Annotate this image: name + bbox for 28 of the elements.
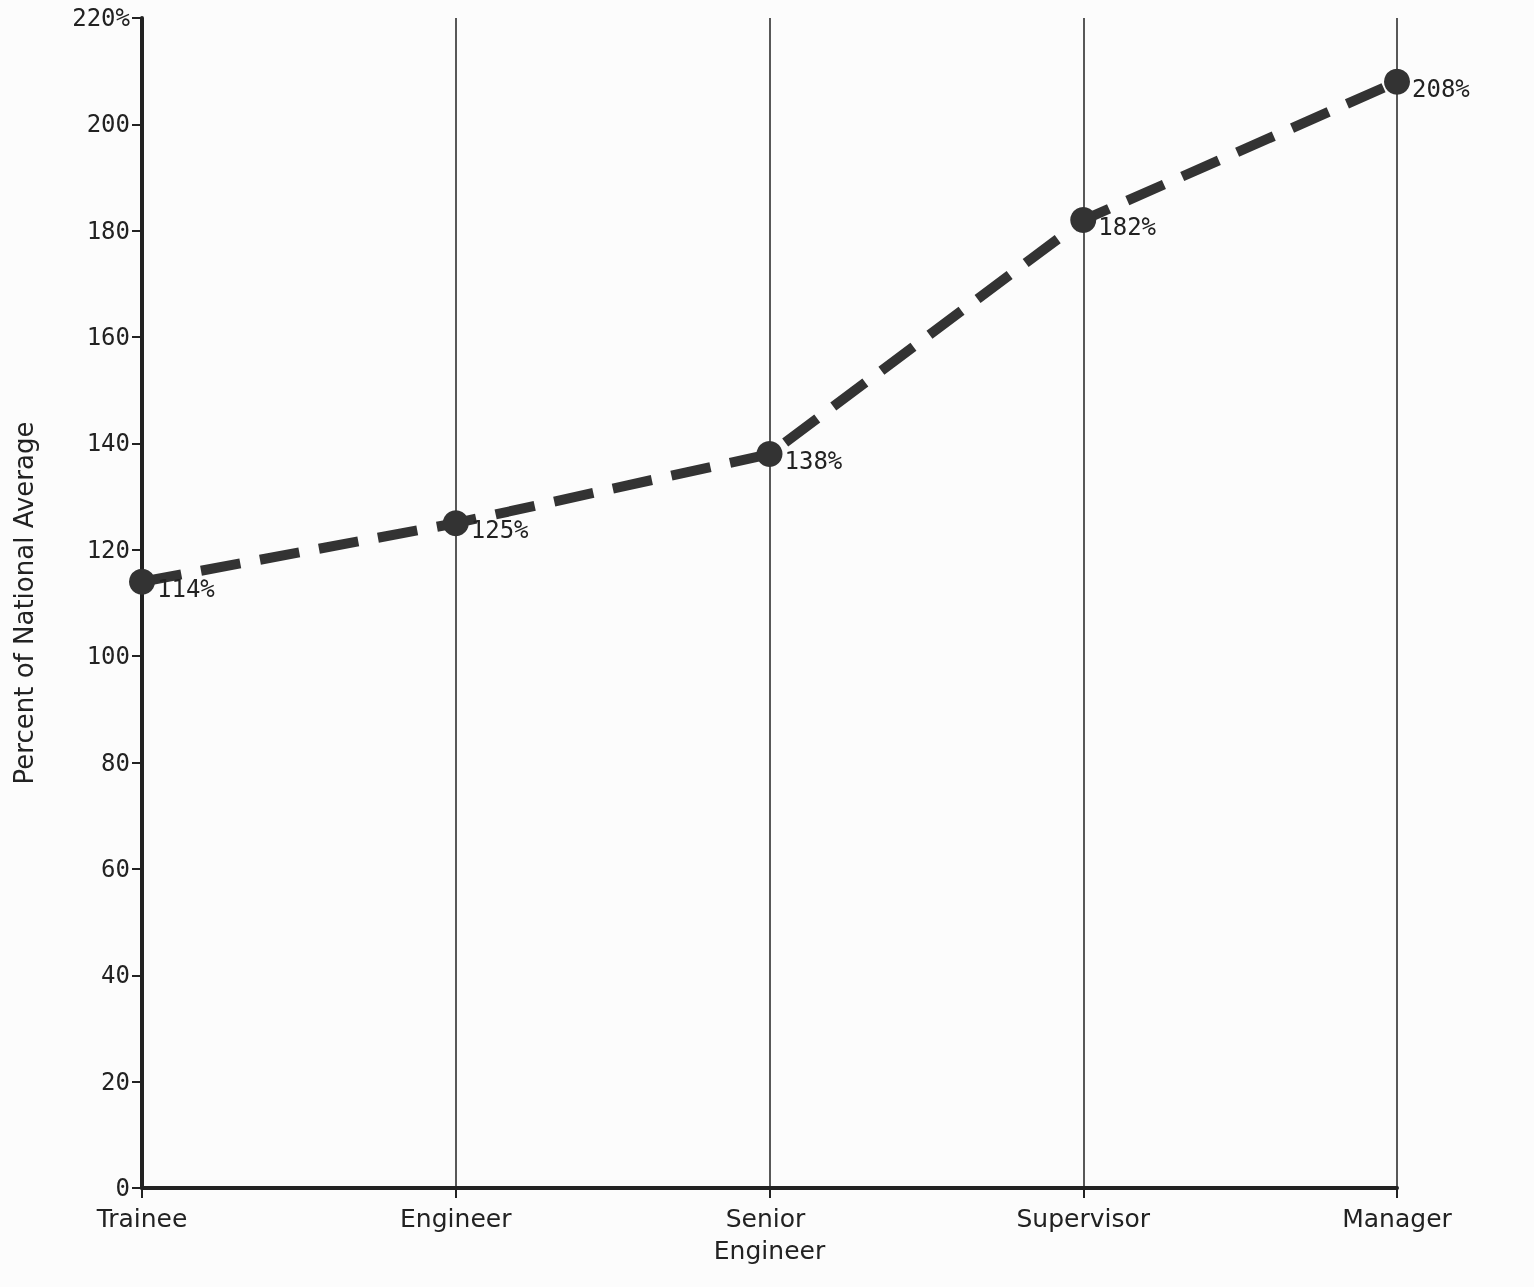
y-tick-label: 0 <box>115 1174 130 1202</box>
x-tick-label: Supervisor <box>1016 1203 1151 1233</box>
y-tick-label: 160 <box>86 323 130 352</box>
y-tick-label: 140 <box>86 429 130 458</box>
y-tick-label: 60 <box>101 854 130 883</box>
x-tick-label: Manager <box>1342 1203 1453 1233</box>
y-tick-label: 200 <box>86 110 130 139</box>
y-axis-title: Percent of National Average <box>9 421 39 785</box>
x-tick-label: Engineer <box>400 1203 513 1233</box>
data-label: 208% <box>1412 74 1471 103</box>
data-label: 138% <box>784 447 843 476</box>
y-tick-label: 120 <box>86 535 130 564</box>
data-label: 114% <box>157 574 216 603</box>
y-tick-label: 180 <box>86 216 130 245</box>
y-tick-label: 20 <box>101 1067 130 1096</box>
point <box>756 441 783 468</box>
x-tick-label: Trainee <box>95 1203 188 1233</box>
data-label: 125% <box>470 516 530 545</box>
data-label: 182% <box>1098 213 1157 242</box>
x-tick-label: Senior Engineer <box>713 1203 826 1265</box>
point <box>129 568 155 595</box>
point <box>442 510 469 537</box>
y-tick-label: 40 <box>101 961 130 990</box>
point <box>1070 207 1097 234</box>
y-tick-label: 100 <box>86 642 130 671</box>
point <box>1384 68 1410 95</box>
y-tick-label: 220% <box>72 4 131 32</box>
y-tick-label: 80 <box>101 748 130 777</box>
